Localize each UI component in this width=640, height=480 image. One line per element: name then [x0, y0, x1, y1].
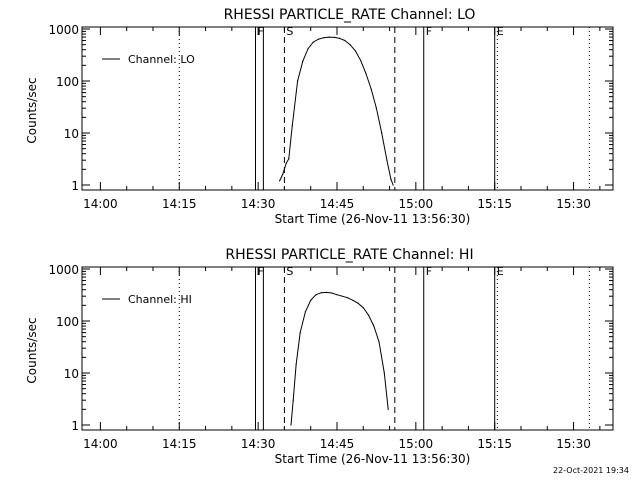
plot-frame — [81, 26, 614, 191]
footer-timestamp: 22-Oct-2021 19:34 — [553, 466, 629, 475]
event-marker-label: E — [497, 25, 504, 38]
chart-panel-1: RHESSI PARTICLE_RATE Channel: LO Counts/s… — [25, 7, 614, 226]
chart-title: RHESSI PARTICLE_RATE Channel: HI — [225, 247, 473, 263]
data-point — [390, 178, 392, 180]
event-marker-label: F — [257, 25, 263, 38]
data-point — [346, 297, 349, 299]
y-tick-label: 100 — [56, 75, 79, 89]
data-point — [290, 424, 292, 426]
x-tick-label: 14:00 — [83, 197, 118, 211]
event-marker-label: S — [286, 25, 293, 38]
data-point — [325, 291, 328, 293]
data-point — [392, 184, 394, 186]
event-marker-label: F — [426, 265, 432, 278]
y-tick-label: 1 — [71, 179, 79, 193]
data-point — [339, 37, 341, 40]
y-tick-label: 1000 — [48, 263, 79, 277]
x-tick-label: 15:00 — [399, 437, 434, 451]
y-tick-label: 100 — [56, 315, 79, 329]
x-tick-label: 14:30 — [241, 197, 276, 211]
x-axis-label: Start Time (26-Nov-11 13:56:30) — [275, 452, 471, 466]
data-point — [367, 314, 370, 316]
data-point — [383, 372, 385, 374]
data-point — [292, 399, 294, 401]
plot-frame — [81, 266, 614, 431]
data-point — [297, 80, 299, 82]
data-point — [288, 158, 290, 160]
data-point — [386, 159, 388, 161]
x-tick-label: 15:15 — [477, 437, 512, 451]
data-point — [381, 132, 383, 134]
chart-panel-2: RHESSI PARTICLE_RATE Channel: HI Counts/s… — [25, 247, 614, 466]
event-marker-label: F — [257, 265, 263, 278]
x-tick-label: 14:00 — [83, 437, 118, 451]
data-point — [349, 44, 351, 46]
data-point — [285, 162, 287, 164]
data-point — [328, 36, 330, 38]
data-point — [279, 180, 281, 182]
x-tick-label: 15:15 — [477, 197, 512, 211]
data-point — [344, 39, 346, 42]
x-tick-label: 14:45 — [320, 197, 355, 211]
data-point — [318, 38, 320, 40]
series-line — [279, 36, 394, 186]
y-tick-label: 1 — [71, 419, 79, 433]
data-point — [370, 88, 372, 90]
chart-title: RHESSI PARTICLE_RATE Channel: LO — [224, 7, 476, 23]
data-point — [360, 59, 362, 61]
x-tick-label: 14:15 — [162, 437, 197, 451]
y-tick-label: 10 — [64, 367, 79, 381]
data-point — [378, 341, 380, 343]
x-tick-label: 14:45 — [320, 437, 355, 451]
data-point — [302, 60, 304, 62]
y-axis-label: Counts/sec — [25, 77, 39, 143]
data-point — [310, 299, 312, 301]
event-marker-label: E — [497, 265, 504, 278]
x-tick-label: 15:30 — [556, 437, 591, 451]
x-tick-label: 14:15 — [162, 197, 197, 211]
data-point — [387, 408, 389, 410]
x-tick-label: 14:30 — [241, 437, 276, 451]
data-point — [375, 107, 377, 109]
data-point — [373, 325, 375, 327]
data-point — [320, 292, 322, 294]
legend-label: Channel: LO — [128, 53, 195, 66]
data-point — [331, 292, 333, 294]
data-point — [295, 363, 297, 365]
x-axis-label: Start Time (26-Nov-11 13:56:30) — [275, 212, 471, 226]
x-tick-label: 15:30 — [556, 197, 591, 211]
data-point — [323, 37, 325, 39]
data-point — [315, 294, 317, 296]
data-point — [299, 331, 301, 334]
data-point — [352, 299, 354, 301]
y-tick-label: 10 — [64, 127, 79, 141]
data-point — [365, 72, 367, 74]
legend-label: Channel: HI — [128, 293, 192, 306]
event-marker-label: F — [426, 25, 432, 38]
data-point — [282, 173, 284, 175]
data-point — [354, 50, 356, 52]
data-point — [304, 311, 306, 313]
event-marker-label: S — [286, 265, 293, 278]
data-point — [357, 302, 359, 304]
data-point — [362, 307, 364, 309]
y-axis-label: Counts/sec — [25, 317, 39, 383]
y-tick-label: 1000 — [48, 23, 79, 37]
data-point — [333, 36, 335, 39]
data-point — [341, 295, 343, 297]
data-point — [307, 48, 309, 50]
data-point — [336, 294, 338, 296]
x-tick-label: 15:00 — [399, 197, 434, 211]
data-point — [312, 41, 314, 43]
data-point — [291, 124, 293, 126]
